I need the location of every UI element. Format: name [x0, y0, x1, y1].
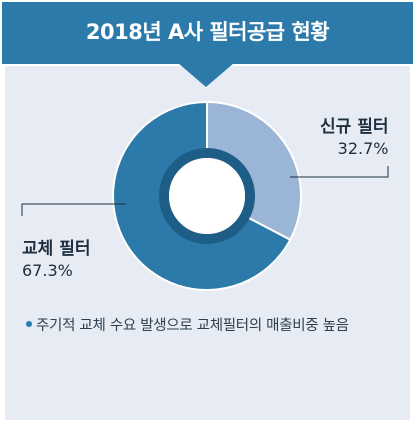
- slice-label-replacement: 교체 필터 67.3%: [22, 238, 90, 282]
- bullet-icon: [26, 321, 32, 327]
- footnote: 주기적 교체 수요 발생으로 교체필터의 매출비중 높음: [26, 314, 349, 335]
- leader-line-new: [290, 166, 389, 178]
- slice-label-new: 신규 필터 32.7%: [320, 116, 388, 160]
- inner-ring: [159, 148, 255, 244]
- header-banner: [2, 2, 413, 64]
- slice-category-replacement: 교체 필터: [22, 239, 91, 259]
- chart-title: 2018년 A사 필터공급 현황: [85, 20, 330, 44]
- header-pointer: [178, 63, 234, 87]
- slice-value-new: 32.7%: [337, 139, 389, 158]
- leader-line-replacement: [21, 203, 126, 216]
- slice-value-replacement: 67.3%: [22, 261, 73, 280]
- slice-category-new: 신규 필터: [320, 117, 389, 137]
- footnote-text: 주기적 교체 수요 발생으로 교체필터의 매출비중 높음: [36, 318, 349, 334]
- donut-hole: [169, 158, 245, 234]
